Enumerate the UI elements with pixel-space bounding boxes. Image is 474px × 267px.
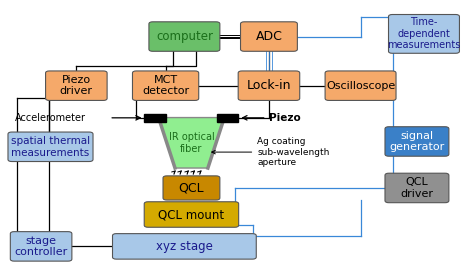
Text: spatial thermal
measurements: spatial thermal measurements [11, 136, 90, 158]
Text: QCL
driver: QCL driver [401, 177, 433, 199]
FancyBboxPatch shape [149, 22, 220, 51]
Polygon shape [158, 117, 224, 168]
Text: xyz stage: xyz stage [156, 240, 213, 253]
Text: Piezo: Piezo [269, 113, 301, 123]
Text: ADC: ADC [255, 30, 283, 43]
Text: Accelerometer: Accelerometer [15, 113, 86, 123]
Text: Piezo
driver: Piezo driver [60, 75, 93, 96]
Text: IR optical
fiber: IR optical fiber [169, 132, 214, 154]
FancyBboxPatch shape [385, 173, 449, 203]
FancyBboxPatch shape [8, 132, 93, 162]
Bar [145, 113, 165, 122]
FancyBboxPatch shape [132, 71, 199, 100]
Text: Lock-in: Lock-in [246, 79, 291, 92]
Text: QCL: QCL [179, 182, 204, 194]
Text: stage
controller: stage controller [15, 235, 68, 257]
FancyBboxPatch shape [240, 22, 297, 51]
FancyBboxPatch shape [112, 234, 256, 259]
Text: Time-
dependent
measurements: Time- dependent measurements [387, 17, 461, 50]
Text: signal
generator: signal generator [389, 131, 445, 152]
FancyBboxPatch shape [385, 127, 449, 156]
FancyBboxPatch shape [325, 71, 396, 100]
FancyBboxPatch shape [238, 71, 300, 100]
FancyBboxPatch shape [389, 14, 459, 53]
Text: Oscilloscope: Oscilloscope [326, 81, 395, 91]
FancyBboxPatch shape [10, 232, 72, 261]
Text: Ag coating
sub-wavelength
aperture: Ag coating sub-wavelength aperture [212, 137, 329, 167]
FancyBboxPatch shape [46, 71, 107, 100]
FancyBboxPatch shape [144, 202, 238, 227]
Bar [217, 113, 238, 122]
Text: computer: computer [156, 30, 213, 43]
Text: QCL mount: QCL mount [158, 208, 225, 221]
Text: MCT
detector: MCT detector [142, 75, 189, 96]
FancyBboxPatch shape [163, 176, 220, 200]
